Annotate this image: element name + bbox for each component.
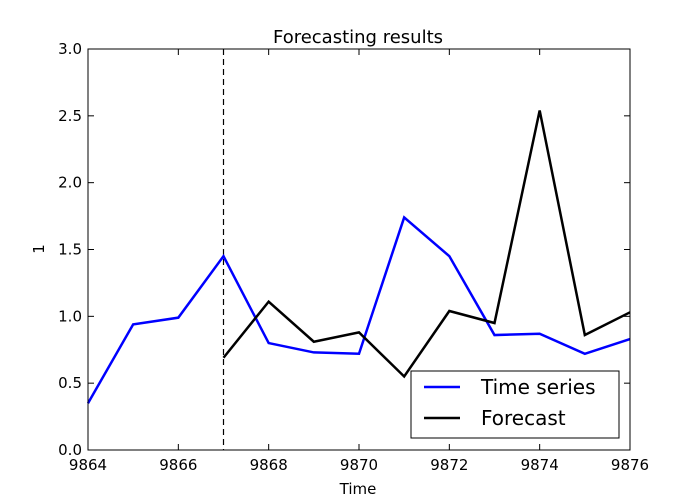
x-tick-label: 9866: [159, 456, 197, 474]
y-axis-label: 1: [30, 244, 48, 254]
y-tick-label: 3.0: [58, 40, 82, 58]
x-tick-label: 9874: [521, 456, 559, 474]
legend-label-time-series: Time series: [480, 375, 596, 399]
chart-title: Forecasting results: [273, 27, 443, 48]
plot-area: [86, 49, 631, 450]
legend: Time series Forecast: [410, 370, 620, 439]
x-tick-label: 9870: [340, 456, 378, 474]
x-axis-label: Time: [339, 480, 377, 498]
y-tick-label: 1.0: [58, 307, 82, 325]
y-tick-label: 0.0: [58, 441, 82, 459]
y-tick-label: 0.5: [58, 374, 82, 392]
y-tick-label: 1.5: [58, 241, 82, 259]
series-line-time-series: [86, 215, 631, 404]
axis-ticks: 9864 9866 9868 9870 9872 9874 9876 0.0 0.5 1.0 1.5…: [58, 40, 649, 474]
x-tick-label: 9864: [69, 456, 107, 474]
x-tick-label: 9876: [611, 456, 649, 474]
legend-frame: [410, 370, 620, 439]
x-tick-label: 9872: [430, 456, 468, 474]
y-tick-label: 2.0: [58, 174, 82, 192]
legend-label-forecast: Forecast: [481, 406, 566, 430]
series-line-forecast: [222, 110, 631, 379]
y-tick-label: 2.5: [58, 107, 82, 125]
x-tick-label: 9868: [250, 456, 288, 474]
